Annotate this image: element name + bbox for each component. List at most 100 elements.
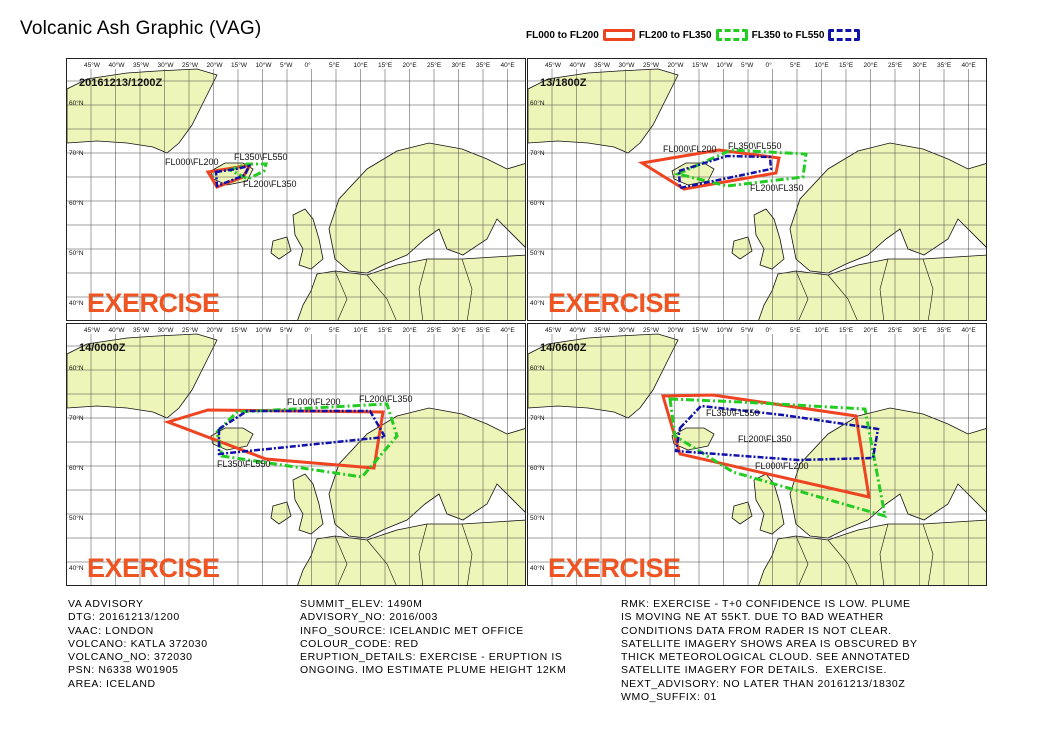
advisory-line: VOLCANO_NO: 372030: [68, 651, 193, 664]
advisory-line: WMO_SUFFIX: 01: [621, 691, 717, 704]
graticule: [67, 69, 525, 320]
advisory-col-1: VA ADVISORY DTG: 20161213/1200 VAAC: LON…: [68, 598, 208, 691]
border-line: [334, 270, 348, 320]
land-mass: [528, 68, 986, 320]
lat-tick-label: 60°N: [530, 199, 545, 207]
ash-polygon-fl350-fl550: [217, 409, 388, 456]
advisory-line: DTG: 20161213/1200: [68, 611, 180, 624]
border-line: [879, 258, 889, 320]
ash-polygon-fl350-fl550: [674, 404, 880, 462]
land-shape: [731, 236, 753, 260]
lon-tick-label: 40°W: [109, 61, 126, 69]
lon-tick-label: 15°E: [839, 61, 854, 69]
legend-swatch-green: [715, 29, 748, 41]
border-line: [366, 539, 397, 585]
lon-tick-label: 25°E: [427, 326, 442, 334]
lon-tick-label: 20°E: [864, 326, 879, 334]
advisory-line: ADVISORY_NO: 2016/003: [300, 611, 438, 624]
lon-tick-label: 25°E: [427, 61, 442, 69]
advisory-col-2: SUMMIT_ELEV: 1490M ADVISORY_NO: 2016/003…: [300, 598, 566, 678]
land-shape: [789, 407, 986, 539]
lon-tick-label: 5°E: [329, 61, 340, 69]
lat-tick-label: 40°N: [69, 299, 84, 307]
polygon-label-1: FL000\FL200: [165, 157, 219, 167]
polygon-label-3: FL200\FL350: [750, 183, 804, 193]
lon-tick-label: 35°E: [937, 61, 952, 69]
land-shape: [297, 254, 525, 320]
lon-tick-label: 20°W: [207, 326, 224, 334]
land-shape: [67, 333, 218, 419]
advisory-line: VAAC: LONDON: [68, 624, 154, 637]
border-line: [461, 258, 473, 320]
lat-tick-label: 70°N: [530, 149, 545, 157]
lon-tick-label: 5°W: [741, 326, 754, 334]
lon-tick-label: 30°W: [619, 326, 636, 334]
lon-tick-label: 0°: [305, 61, 312, 69]
lon-tick-label: 10°E: [815, 326, 830, 334]
ash-polygon-fl000-fl200: [163, 408, 385, 470]
lon-tick-label: 15°W: [692, 326, 709, 334]
polygon-label-1: FL000\FL200: [287, 397, 341, 407]
border-line: [922, 258, 934, 320]
exercise-watermark: EXERCISE: [548, 553, 681, 583]
legend-label-fl350-fl550: FL350 to FL550: [751, 29, 825, 41]
ash-polygon-fl350-fl550: [677, 154, 773, 190]
lon-tick-label: 10°E: [354, 326, 369, 334]
land-shape: [328, 142, 525, 274]
lat-tick-label: 50°N: [530, 514, 545, 522]
lon-tick-label: 5°E: [329, 326, 340, 334]
advisory-line: ERUPTION_DETAILS: EXERCISE - ERUPTION IS: [300, 651, 563, 664]
legend: FL000 to FL200 FL200 to FL350 FL350 to F…: [526, 24, 864, 46]
lon-tick-label: 40°W: [570, 326, 587, 334]
legend-swatch-red: [602, 29, 635, 41]
ash-polygon-fl200-fl350: [673, 148, 808, 188]
land-mass: [67, 333, 525, 585]
advisory-line: VOLCANO: KATLA 372030: [68, 637, 208, 650]
lat-tick-label: 50°N: [530, 249, 545, 257]
lon-tick-label: 25°E: [888, 326, 903, 334]
page-title: Volcanic Ash Graphic (VAG): [20, 18, 262, 39]
lat-tick-label: 60°N: [530, 464, 545, 472]
land-mass: [528, 333, 986, 585]
map-svg-3: 45°W 40°W 35°W 30°W 25°W 20°W 15°W 10°W 5°W 0° 5°E…: [67, 326, 525, 585]
lat-tick-label: 70°N: [530, 414, 545, 422]
ash-polygon-fl200-fl350: [226, 162, 268, 181]
lat-tick-label: 40°N: [530, 564, 545, 572]
lon-tick-labels: 45°W 40°W 35°W 30°W 25°W 20°W 15°W 10°W 5°W 0° 5°E…: [84, 61, 515, 69]
border-line: [922, 523, 934, 585]
lat-tick-labels: 60°N 70°N 60°N 50°N 40°N: [69, 364, 84, 572]
lon-tick-label: 30°E: [913, 61, 928, 69]
polygon-label-2: FL200\FL350: [359, 394, 413, 404]
map-panel-2: 45°W 40°W 35°W 30°W 25°W 20°W 15°W 10°W 5°W 0° 5°E…: [527, 58, 987, 321]
polygon-label-1: FL000\FL200: [663, 144, 717, 154]
lon-tick-label: 20°E: [403, 61, 418, 69]
lon-tick-label: 25°W: [643, 326, 660, 334]
map-panel-4: 45°W 40°W 35°W 30°W 25°W 20°W 15°W 10°W 5°W 0° 5°E…: [527, 323, 987, 586]
lon-tick-label: 0°: [305, 326, 312, 334]
graticule: [528, 69, 986, 320]
land-shape: [789, 142, 986, 274]
border-line: [418, 258, 428, 320]
graticule: [528, 334, 986, 585]
lat-tick-labels: 60°N 70°N 60°N 50°N 40°N: [530, 364, 545, 572]
border-line: [366, 274, 397, 320]
legend-label-fl000-fl200: FL000 to FL200: [526, 29, 599, 41]
lon-tick-labels: 45°W 40°W 35°W 30°W 25°W 20°W 15°W 10°W 5°W 0° 5°E…: [545, 61, 976, 69]
lat-tick-label: 60°N: [69, 199, 84, 207]
land-shape: [528, 333, 679, 419]
lon-tick-label: 35°W: [133, 326, 150, 334]
lon-tick-label: 15°E: [839, 326, 854, 334]
lon-tick-label: 40°W: [109, 326, 126, 334]
land-shape: [270, 236, 292, 260]
lon-tick-label: 10°E: [815, 61, 830, 69]
polygon-label-3: FL350\FL550: [217, 459, 271, 469]
advisory-line: THICK METEOROLOGICAL CLOUD. SEE ANNOTATE…: [621, 651, 911, 664]
lon-tick-label: 35°E: [937, 326, 952, 334]
lon-tick-label: 30°E: [913, 326, 928, 334]
land-shape: [292, 473, 324, 535]
land-shape: [528, 68, 679, 154]
lon-tick-label: 30°W: [158, 326, 175, 334]
lon-tick-label: 5°W: [280, 61, 293, 69]
lon-tick-label: 5°W: [741, 61, 754, 69]
panel-time: 13/1800Z: [540, 77, 587, 89]
